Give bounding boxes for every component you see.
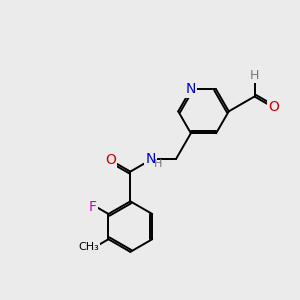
Text: H: H (250, 69, 259, 82)
Text: CH₃: CH₃ (79, 242, 99, 252)
Text: H: H (153, 159, 162, 169)
Text: O: O (105, 153, 116, 167)
Text: F: F (88, 200, 97, 214)
Text: N: N (186, 82, 196, 97)
Text: N: N (146, 152, 156, 166)
Text: O: O (268, 100, 279, 114)
